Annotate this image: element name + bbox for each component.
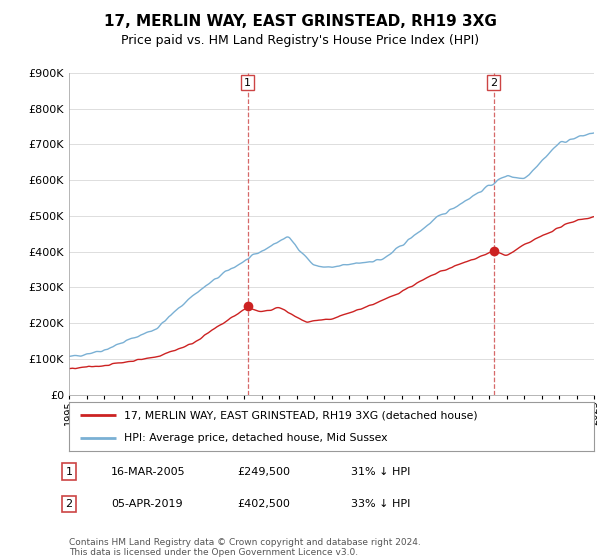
Text: £402,500: £402,500 [237, 499, 290, 509]
Text: Contains HM Land Registry data © Crown copyright and database right 2024.
This d: Contains HM Land Registry data © Crown c… [69, 538, 421, 557]
Text: 16-MAR-2005: 16-MAR-2005 [111, 466, 185, 477]
Text: 2: 2 [65, 499, 73, 509]
Text: 31% ↓ HPI: 31% ↓ HPI [351, 466, 410, 477]
Text: 1: 1 [244, 78, 251, 87]
Text: HPI: Average price, detached house, Mid Sussex: HPI: Average price, detached house, Mid … [124, 433, 388, 444]
Text: 33% ↓ HPI: 33% ↓ HPI [351, 499, 410, 509]
Text: 17, MERLIN WAY, EAST GRINSTEAD, RH19 3XG: 17, MERLIN WAY, EAST GRINSTEAD, RH19 3XG [104, 14, 496, 29]
Text: 05-APR-2019: 05-APR-2019 [111, 499, 182, 509]
Text: £249,500: £249,500 [237, 466, 290, 477]
Text: Price paid vs. HM Land Registry's House Price Index (HPI): Price paid vs. HM Land Registry's House … [121, 34, 479, 46]
Text: 2: 2 [490, 78, 497, 87]
Text: 17, MERLIN WAY, EAST GRINSTEAD, RH19 3XG (detached house): 17, MERLIN WAY, EAST GRINSTEAD, RH19 3XG… [124, 410, 478, 421]
Text: 1: 1 [65, 466, 73, 477]
